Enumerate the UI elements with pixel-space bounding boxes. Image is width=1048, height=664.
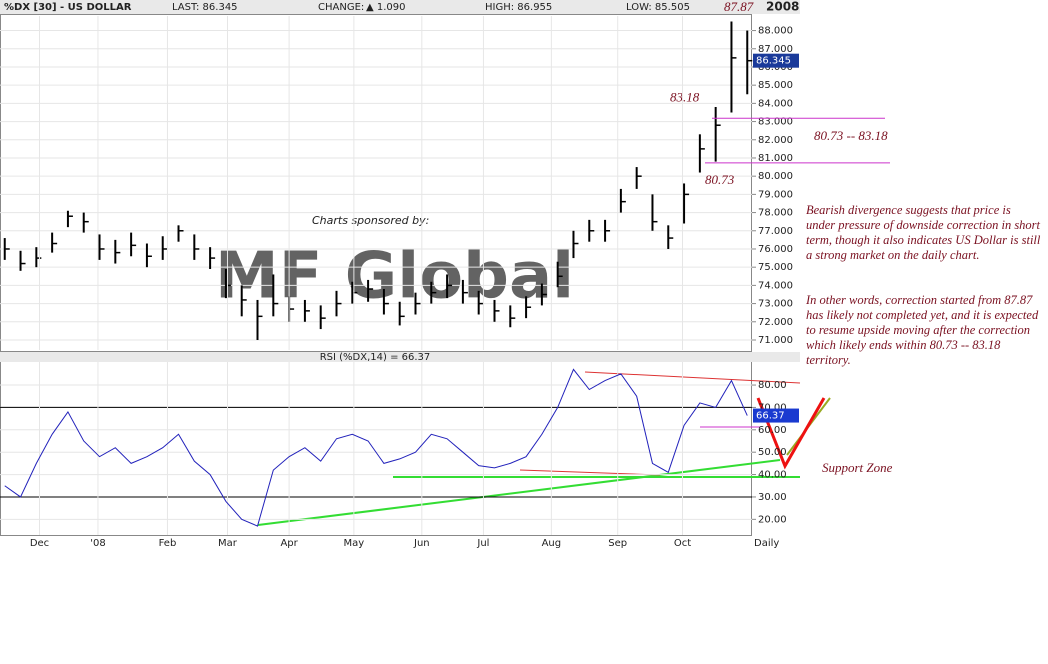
y-tick-label: 20.00 xyxy=(758,514,787,525)
y-tick-label: 82.000 xyxy=(758,135,793,146)
y-tick-label: 74.000 xyxy=(758,280,793,291)
level-label: 80.73 xyxy=(705,172,735,187)
price-frame xyxy=(0,14,752,352)
range-label: 80.73 -- 83.18 xyxy=(814,128,888,143)
y-tick-label: 72.000 xyxy=(758,317,793,328)
x-tick-label: Sep xyxy=(608,538,627,549)
note: Bearish divergence suggests that price i… xyxy=(806,203,1041,262)
rsi-line xyxy=(4,368,748,527)
y-tick-label: 40.00 xyxy=(758,470,787,481)
x-tick-label: '08 xyxy=(90,538,105,549)
y-tick-label: 87.000 xyxy=(758,44,793,55)
y-tick-label: 85.000 xyxy=(758,80,793,91)
x-tick-label: Aug xyxy=(542,538,562,549)
last-rsi-box xyxy=(753,408,799,423)
x-tick-label: Feb xyxy=(159,538,177,549)
y-tick-label: 75.000 xyxy=(758,262,793,273)
rsi-title: RSI (%DX,14) = 66.37 xyxy=(320,352,431,363)
x-tick-label: Jul xyxy=(476,538,489,549)
y-tick-label: 81.000 xyxy=(758,153,793,164)
y-tick-label: 83.000 xyxy=(758,117,793,128)
y-tick-label: 76.000 xyxy=(758,244,793,255)
low: LOW: 85.505 xyxy=(626,2,690,13)
y-tick-label: 77.000 xyxy=(758,226,793,237)
header-band xyxy=(0,0,800,14)
y-tick-label: 88.000 xyxy=(758,26,793,37)
x-tick-label: Jun xyxy=(413,538,430,549)
high: HIGH: 86.955 xyxy=(485,2,552,13)
y-tick-label: 80.000 xyxy=(758,171,793,182)
year: 2008 xyxy=(766,0,799,14)
y-tick-label: 70.00 xyxy=(758,402,787,413)
sponsor: Charts sponsored by: xyxy=(312,214,429,227)
period: Daily xyxy=(754,538,779,549)
symbol: %DX [30] - US DOLLAR xyxy=(4,2,132,13)
x-tick-label: Mar xyxy=(218,538,238,549)
x-tick-label: Dec xyxy=(30,538,49,549)
sponsor-logo: MF Global xyxy=(215,240,574,314)
last-price-box xyxy=(753,53,799,68)
peak-label: 87.87 xyxy=(724,0,754,14)
y-tick-label: 78.000 xyxy=(758,208,793,219)
y-tick-label: 73.000 xyxy=(758,299,793,310)
last-price: 86.345 xyxy=(756,56,791,67)
y-tick-label: 79.000 xyxy=(758,189,793,200)
note: In other words, correction started from … xyxy=(806,293,1039,367)
change-label: CHANGE: xyxy=(318,2,364,13)
x-tick-label: May xyxy=(344,538,365,549)
y-tick-label: 84.000 xyxy=(758,98,793,109)
y-tick-label: 60.00 xyxy=(758,425,787,436)
trend-line xyxy=(257,459,781,526)
change: ▲ 1.090 xyxy=(366,2,406,13)
last: LAST: 86.345 xyxy=(172,2,238,13)
y-tick-label: 71.000 xyxy=(758,335,793,346)
y-tick-label: 50.00 xyxy=(758,447,787,458)
y-tick-label: 30.00 xyxy=(758,492,787,503)
y-tick-label: 80.00 xyxy=(758,380,787,391)
level-label: 83.18 xyxy=(670,89,700,104)
support-label: Support Zone xyxy=(822,460,893,475)
x-tick-label: Oct xyxy=(674,538,691,549)
last-rsi: 66.37 xyxy=(756,411,785,422)
x-tick-label: Apr xyxy=(280,538,298,549)
rsi-band xyxy=(0,352,800,362)
